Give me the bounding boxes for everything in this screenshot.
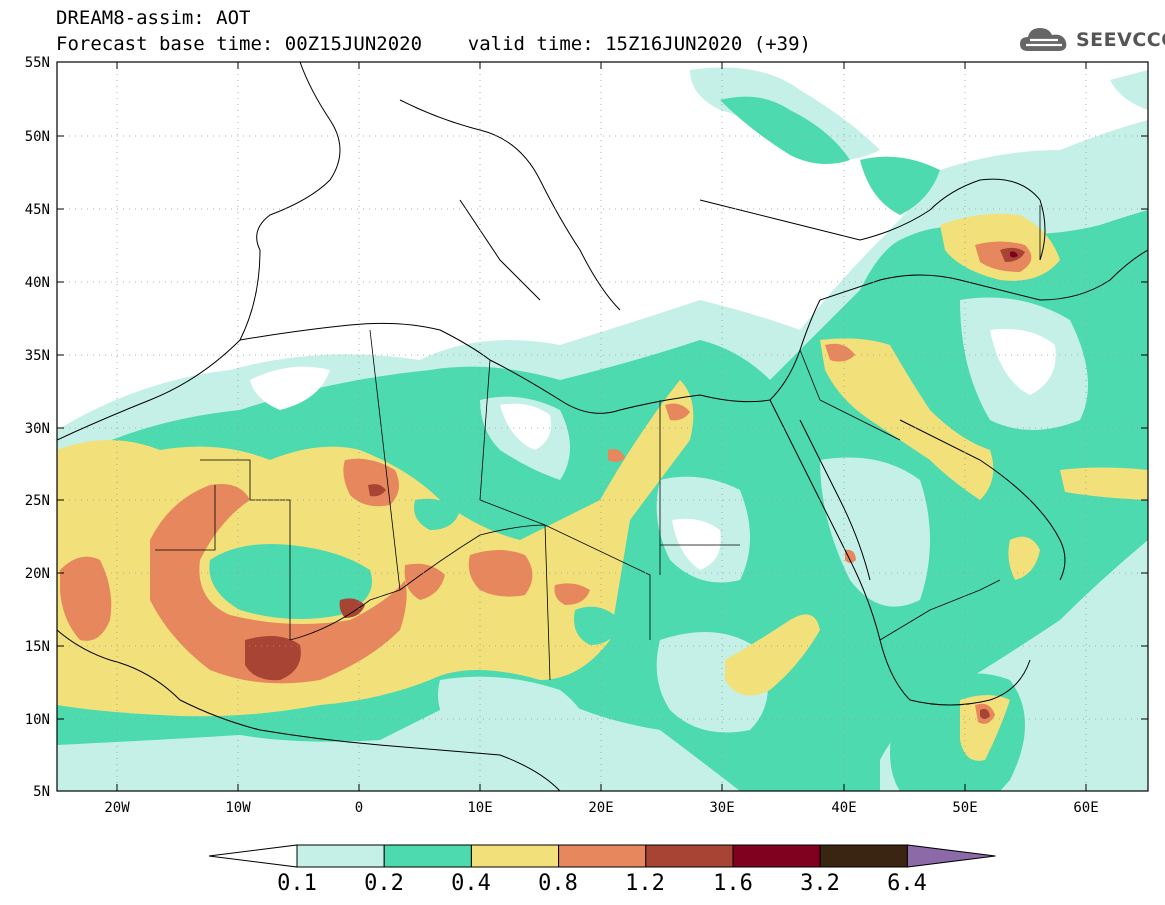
colorbar-min-arrow	[208, 844, 298, 868]
lon-label: 20E	[588, 800, 613, 816]
lon-label: 10E	[467, 800, 492, 816]
colorbar	[208, 844, 996, 868]
colorbar-labels: 0.1 0.2 0.4 0.8 1.2 1.6 3.2 6.4	[277, 871, 927, 896]
lon-label: 0	[355, 800, 363, 816]
colorbar-swatch	[732, 844, 821, 868]
lon-label: 10W	[225, 800, 251, 816]
lat-label: 35N	[25, 348, 50, 364]
colorbar-label: 0.2	[364, 871, 404, 896]
map-title: DREAM8-assim: AOT	[56, 7, 251, 29]
colorbar-max-arrow	[906, 844, 996, 868]
lat-labels: 55N 50N 45N 40N 35N 30N 25N 20N 15N 10N …	[25, 55, 50, 800]
colorbar-label: 0.4	[451, 871, 491, 896]
aot-level-0-2-inner	[209, 498, 620, 645]
lat-label: 55N	[25, 55, 50, 71]
forecast-time-line: Forecast base time: 00Z15JUN2020 valid t…	[56, 33, 811, 55]
lat-label: 25N	[25, 493, 50, 509]
colorbar-swatch	[558, 844, 647, 868]
colorbar-label: 1.2	[625, 871, 665, 896]
brand-name: SEEVCCC	[1076, 29, 1165, 51]
axis-ticks	[57, 61, 1148, 791]
colorbar-swatch	[819, 844, 908, 868]
colorbar-swatch	[470, 844, 560, 868]
aot-level-1-6	[1010, 251, 1018, 258]
lat-label: 15N	[25, 639, 50, 655]
colorbar-swatch	[645, 844, 734, 868]
aot-level-0-8	[60, 241, 1032, 724]
colorbar-swatch	[383, 844, 472, 868]
colorbar-label: 6.4	[887, 871, 927, 896]
lat-label: 30N	[25, 421, 50, 437]
colorbar-label: 0.1	[277, 871, 317, 896]
lat-label: 10N	[25, 712, 50, 728]
cloud-icon	[1020, 28, 1067, 51]
lon-label: 60E	[1073, 800, 1098, 816]
lat-label: 45N	[25, 202, 50, 218]
aot-field	[57, 62, 1148, 791]
colorbar-swatch	[296, 844, 385, 868]
colorbar-label: 0.8	[538, 871, 578, 896]
map-frame	[56, 61, 1149, 792]
lat-label: 5N	[33, 784, 50, 800]
lon-labels: 20W 10W 0 10E 20E 30E 40E 50E 60E	[104, 800, 1098, 816]
aot-below-0-1-patches	[250, 329, 1056, 570]
lon-label: 30E	[709, 800, 734, 816]
brand-logo: SEEVCCC	[1018, 20, 1165, 60]
coastlines	[57, 62, 1148, 791]
lat-label: 50N	[25, 129, 50, 145]
lon-label: 40E	[831, 800, 856, 816]
lon-label: 50E	[952, 800, 977, 816]
lon-label: 20W	[104, 800, 130, 816]
lat-label: 20N	[25, 566, 50, 582]
colorbar-label: 1.6	[713, 871, 753, 896]
colorbar-label: 3.2	[800, 871, 840, 896]
lat-label: 40N	[25, 275, 50, 291]
